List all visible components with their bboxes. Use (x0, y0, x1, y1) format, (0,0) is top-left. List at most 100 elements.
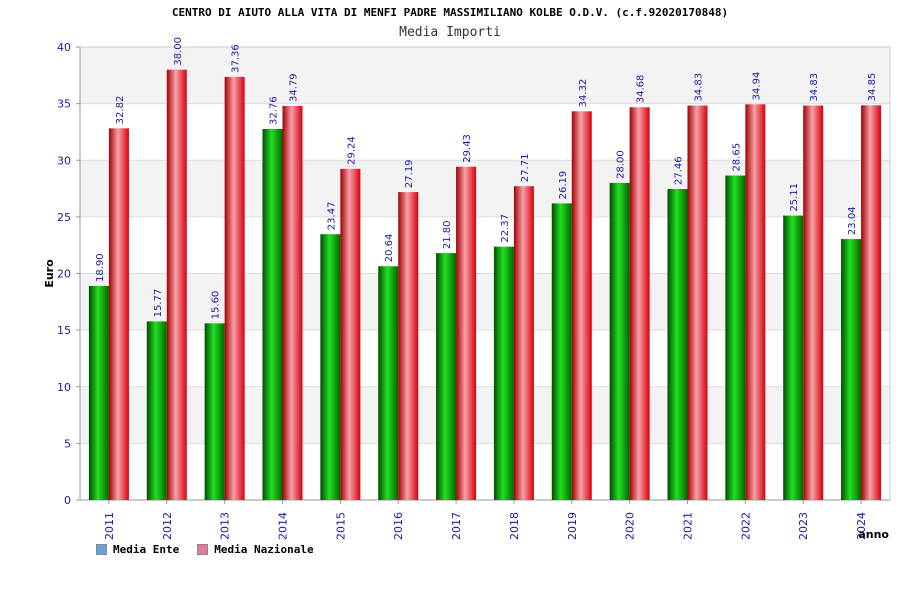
bar-media-nazionale (398, 192, 419, 501)
grid-band (80, 47, 890, 104)
data-label: 34.85 (867, 73, 878, 102)
bar-media-ente (204, 323, 225, 500)
data-label: 29.43 (462, 134, 473, 163)
data-label: 34.68 (636, 75, 647, 104)
data-label: 23.47 (326, 202, 337, 231)
x-tick-label: 2011 (103, 512, 116, 540)
chart-title: CENTRO DI AIUTO ALLA VITA DI MENFI PADRE… (171, 6, 729, 19)
data-label: 34.79 (289, 73, 300, 102)
x-tick-label: 2016 (392, 512, 405, 540)
data-label: 20.64 (384, 234, 395, 263)
y-tick-label: 25 (57, 211, 71, 224)
grid-band (80, 443, 890, 500)
x-tick-label: 2019 (566, 512, 579, 540)
x-tick-label: 2012 (161, 512, 174, 540)
data-label: 34.32 (578, 79, 589, 108)
bar-media-ente (320, 234, 341, 500)
bar-media-nazionale (224, 76, 245, 500)
bar-media-nazionale (803, 105, 824, 501)
x-axis-title: anno (858, 528, 889, 541)
legend: Media Ente Media Nazionale (96, 543, 314, 556)
data-label: 28.65 (731, 143, 742, 172)
data-label: 26.19 (558, 171, 569, 200)
data-label: 27.19 (404, 159, 415, 188)
bar-media-ente (378, 266, 399, 500)
data-label: 28.00 (616, 150, 627, 179)
data-label: 37.36 (231, 44, 242, 73)
x-tick-label: 2013 (219, 512, 232, 540)
x-tick-label: 2021 (682, 512, 695, 540)
data-label: 32.76 (269, 96, 280, 125)
data-label: 38.00 (173, 37, 184, 66)
y-axis-title: Euro (43, 259, 56, 288)
grid-band (80, 216, 890, 274)
bar-media-nazionale (745, 104, 766, 500)
bar-media-nazionale (513, 186, 534, 500)
y-tick-label: 40 (57, 41, 71, 54)
legend-item-media-ente: Media Ente (96, 543, 179, 556)
bar-media-nazionale (861, 105, 882, 500)
bar-media-nazionale (282, 106, 303, 501)
y-tick-label: 0 (64, 494, 71, 507)
legend-swatch (96, 544, 107, 555)
data-label: 34.83 (694, 73, 705, 102)
bar-media-ente (436, 253, 457, 500)
y-tick-label: 35 (57, 98, 71, 111)
legend-label: Media Nazionale (214, 543, 314, 556)
bar-media-nazionale (108, 128, 129, 500)
bar-media-nazionale (456, 166, 477, 500)
y-tick-label: 10 (57, 381, 71, 394)
data-label: 22.37 (500, 214, 511, 243)
x-tick-label: 2014 (277, 512, 290, 540)
bar-media-ente (841, 239, 862, 500)
grid-band (80, 160, 890, 217)
y-tick-label: 20 (57, 268, 71, 281)
x-tick-label: 2023 (797, 512, 810, 540)
bar-media-nazionale (340, 168, 361, 500)
bar-media-nazionale (687, 105, 708, 501)
x-tick-label: 2018 (508, 512, 521, 540)
x-tick-label: 2022 (739, 512, 752, 540)
grid-band (80, 103, 890, 161)
data-label: 32.82 (115, 96, 126, 125)
bar-media-ente (667, 189, 688, 500)
data-label: 34.83 (809, 73, 820, 102)
bar-media-ente (783, 215, 804, 500)
y-tick-label: 5 (64, 437, 71, 450)
x-tick-label: 2020 (624, 512, 637, 540)
legend-label: Media Ente (113, 543, 180, 556)
bar-media-ente (609, 182, 630, 500)
data-label: 15.60 (211, 291, 222, 320)
bar-media-nazionale (629, 107, 650, 501)
data-label: 34.94 (751, 72, 762, 101)
chart-subtitle: Media Importi (399, 25, 501, 40)
data-label: 27.71 (520, 154, 531, 183)
data-label: 23.04 (847, 206, 858, 235)
data-label: 27.46 (674, 156, 685, 185)
grid-band (80, 330, 890, 387)
legend-item-media-nazionale: Media Nazionale (197, 543, 314, 556)
y-tick-label: 15 (57, 324, 71, 337)
bar-media-ente (146, 321, 167, 500)
bar-media-ente (725, 175, 746, 500)
data-label: 15.77 (153, 289, 164, 318)
grid-band (80, 386, 890, 444)
legend-swatch (197, 544, 209, 555)
data-label: 18.90 (95, 253, 106, 282)
bar-media-nazionale (166, 69, 187, 501)
bar-media-nazionale (571, 111, 592, 501)
data-label: 21.80 (442, 220, 453, 249)
y-tick-label: 30 (57, 154, 71, 167)
x-tick-label: 2024 (855, 512, 868, 540)
bar-media-ente (88, 285, 109, 500)
grid-band (80, 273, 890, 331)
data-label: 25.11 (789, 183, 800, 212)
x-tick-label: 2015 (334, 512, 347, 540)
bar-media-ente (493, 246, 514, 500)
bar-media-ente (262, 128, 283, 501)
x-tick-label: 2017 (450, 512, 463, 540)
data-label: 29.24 (346, 136, 357, 165)
bar-media-ente (551, 203, 572, 500)
